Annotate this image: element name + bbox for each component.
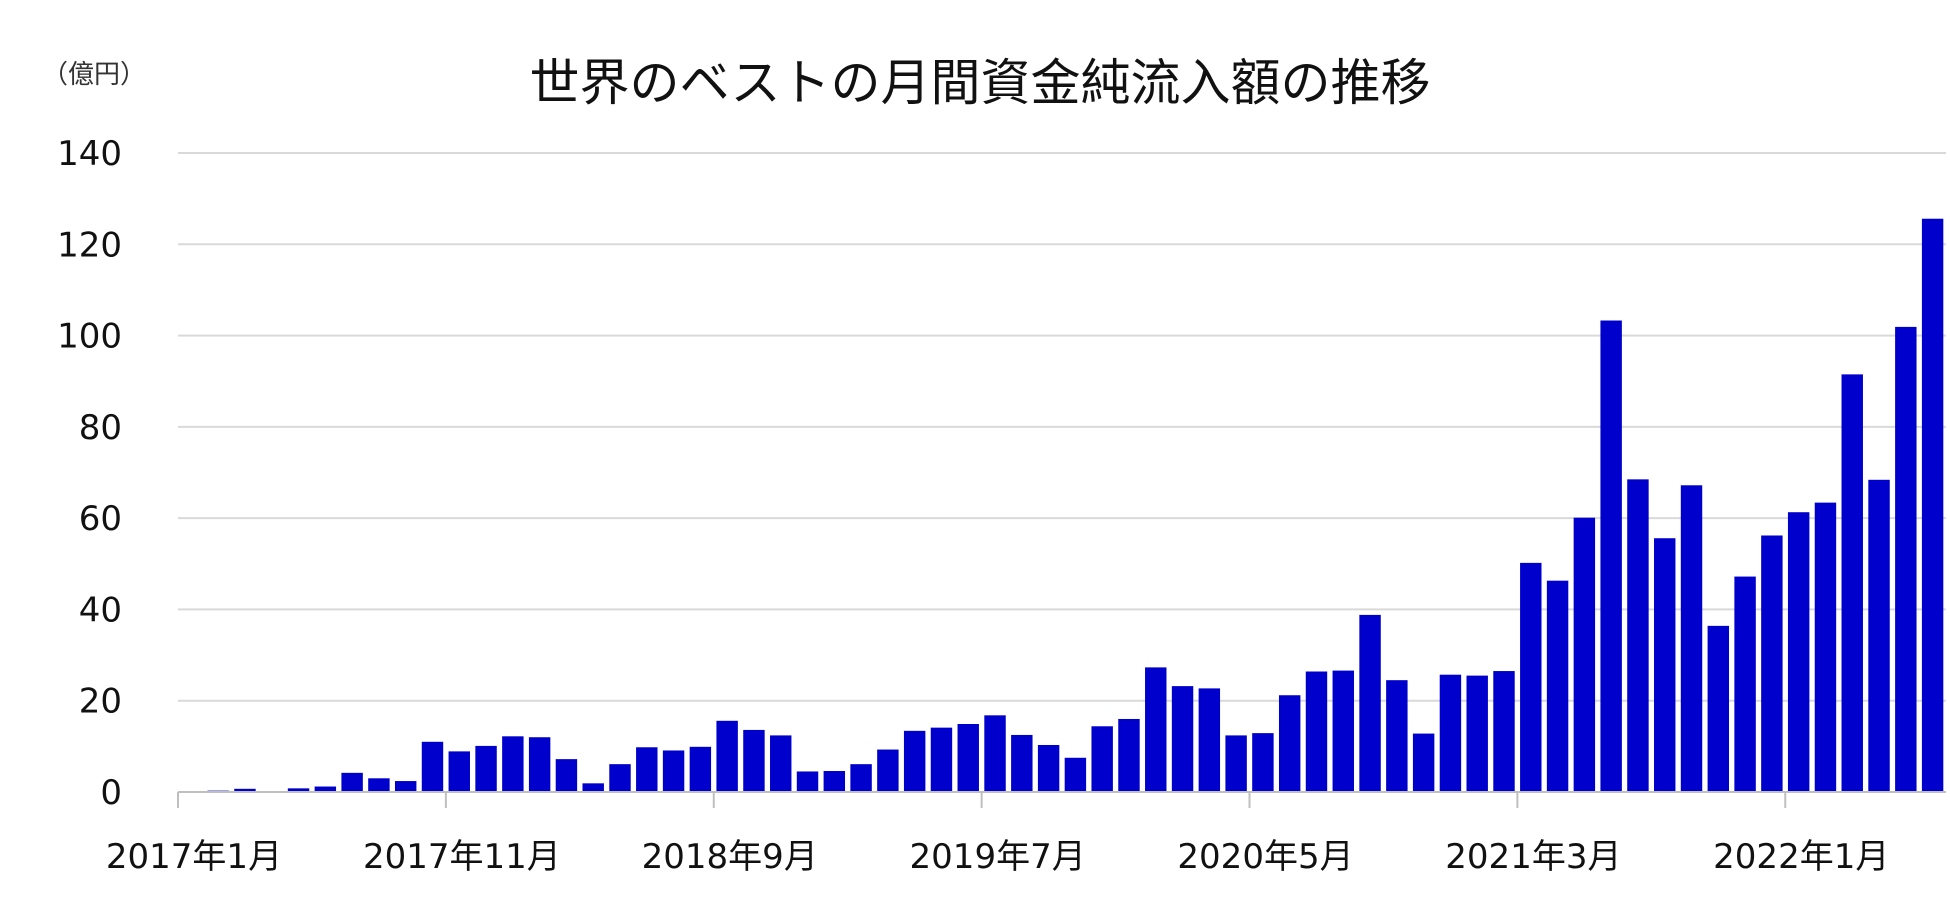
bars [207, 218, 1944, 792]
x-tick-label: 2017年1月 [106, 837, 282, 877]
unit-label: （億円） [42, 60, 146, 90]
bar [1171, 686, 1194, 792]
y-tick-label: 60 [79, 499, 122, 539]
bar [609, 764, 631, 792]
bar [1412, 733, 1435, 792]
bar [1520, 562, 1542, 792]
bar [368, 778, 390, 792]
bar [1895, 326, 1917, 792]
x-tick-label: 2019年7月 [910, 837, 1086, 877]
bar [1787, 512, 1810, 792]
bar [1734, 576, 1756, 792]
bar [234, 788, 256, 792]
bar [287, 788, 310, 792]
y-tick-label: 0 [100, 773, 122, 813]
y-tick-label: 100 [57, 317, 122, 357]
x-tick-label: 2022年1月 [1713, 837, 1889, 877]
bar [1680, 485, 1703, 792]
bar [689, 746, 712, 792]
bar [1118, 718, 1140, 792]
bar [475, 745, 497, 792]
bar [1332, 670, 1354, 792]
y-tick-label: 140 [57, 134, 122, 174]
bar [421, 741, 444, 792]
bar [1921, 218, 1944, 792]
bar [1252, 733, 1274, 792]
bar [1627, 479, 1649, 792]
bar [1037, 744, 1060, 792]
x-tick-label: 2017年11月 [363, 837, 561, 877]
bar [716, 720, 738, 792]
y-tick-label: 80 [79, 408, 122, 448]
bar [528, 737, 551, 792]
bar [1225, 735, 1247, 792]
bar [1439, 674, 1462, 792]
bar [1305, 671, 1328, 792]
bar [1546, 580, 1569, 792]
y-tick-label: 20 [79, 682, 122, 722]
bar [1091, 726, 1113, 792]
x-axis-ticks: 2017年1月 2017年11月 2018年9月 2019年7月 2020年5月 2021… [106, 792, 1889, 877]
bar [957, 723, 979, 792]
bar [394, 781, 417, 792]
bar [1493, 671, 1515, 792]
bar [555, 759, 578, 792]
bar [1064, 757, 1087, 792]
y-axis-ticks: 0 20 40 60 80 100 120 140 [57, 134, 122, 813]
bar [1654, 538, 1676, 792]
bar [1145, 667, 1167, 792]
bar [1868, 479, 1890, 792]
bar [448, 751, 470, 792]
x-tick-label: 2018年9月 [642, 837, 818, 877]
bar [770, 735, 792, 792]
bar [1814, 502, 1837, 792]
bar [1573, 517, 1596, 792]
bar [502, 736, 524, 792]
bar [1707, 625, 1730, 792]
bar [662, 750, 685, 792]
bar [930, 727, 953, 792]
bar [582, 783, 604, 792]
bar [636, 747, 658, 792]
bar [877, 749, 899, 792]
bar [984, 715, 1006, 792]
bar [1386, 680, 1408, 792]
bar [1466, 675, 1488, 792]
chart-title: 世界のベストの月間資金純流入額の推移 [530, 54, 1431, 112]
bar [1359, 614, 1381, 792]
bar [903, 730, 926, 792]
gridlines [178, 152, 1946, 702]
bar [314, 786, 337, 792]
x-tick-label: 2020年5月 [1177, 837, 1353, 877]
bar [850, 764, 872, 792]
bar [1278, 695, 1301, 792]
y-tick-label: 40 [79, 590, 122, 630]
bar [1011, 734, 1033, 792]
bar [743, 729, 765, 792]
bar [796, 771, 819, 792]
x-tick-label: 2021年3月 [1445, 837, 1621, 877]
bar [1841, 374, 1863, 792]
bar [823, 771, 846, 792]
bar [1761, 535, 1783, 792]
y-tick-label: 120 [57, 225, 122, 265]
bar [341, 772, 363, 792]
bar [1600, 320, 1622, 792]
bar [1198, 688, 1221, 792]
